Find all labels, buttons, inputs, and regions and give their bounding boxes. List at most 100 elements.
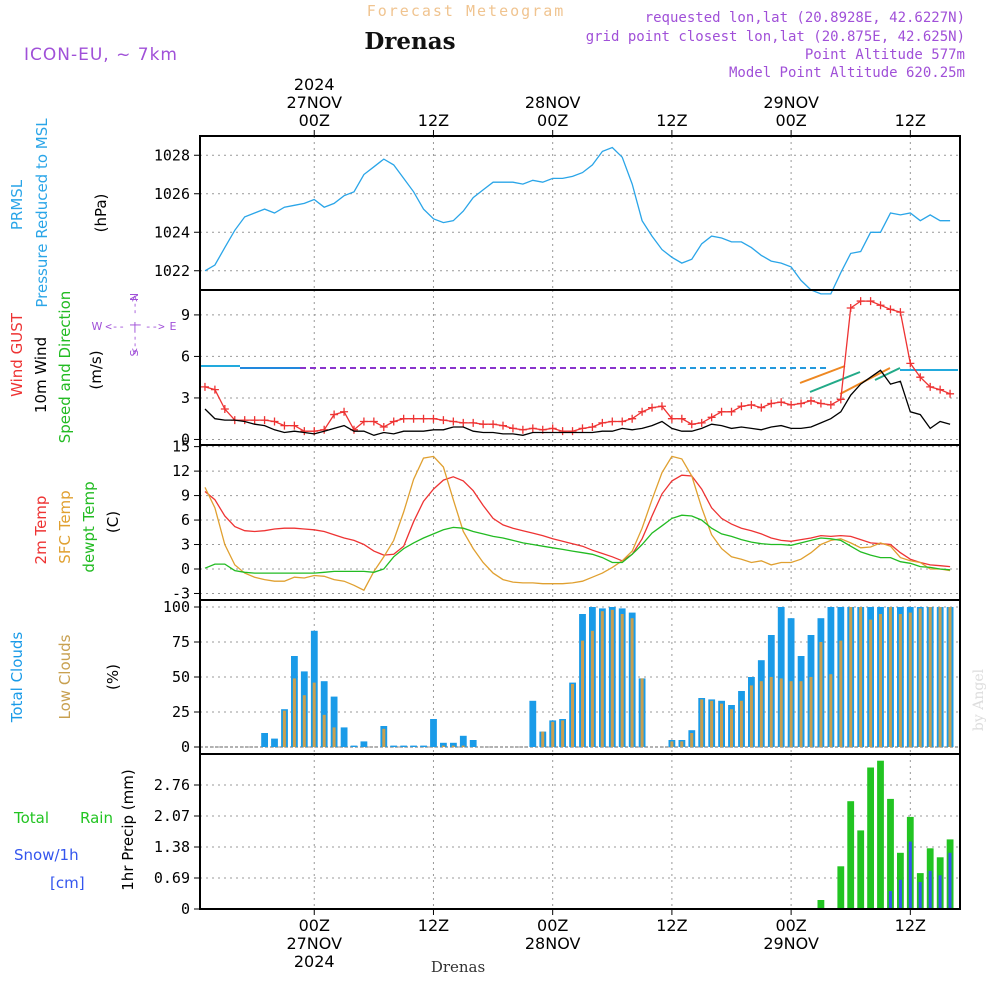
y-tick-label: 75 [172,633,190,651]
temp-label-2m: 2m Temp [32,496,50,565]
gust-marker [210,385,219,394]
precip-label-total: Total [13,809,49,827]
temp-label-dewpt: dewpt Temp [80,481,98,572]
clouds-bar [938,607,942,747]
clouds-bar [271,738,278,747]
gust-marker [787,400,796,409]
bottom-time-label: 28NOV [525,934,581,953]
gust-marker [876,301,885,310]
temperature-yticks: -3 0 3 6 9 12 15 [172,438,200,602]
wind-arrow [799,365,846,384]
gust-marker [200,382,209,391]
wind-arrow [874,367,901,381]
compass-s: S [128,349,141,356]
wind-label-gust: Wind GUST [8,312,26,397]
clouds-bar [640,678,644,747]
gust-marker [459,418,468,427]
gust-marker [747,400,756,409]
clouds-bar [451,745,455,747]
clouds-bar [590,630,594,747]
closest-coords: grid point closest lon,lat (20.875E, 42.… [586,29,965,45]
bottom-time-label: 00Z [537,916,568,935]
requested-coords: requested lon,lat (20.8928E, 42.6227N) [645,10,965,26]
gust-marker [826,400,835,409]
pressure-label-unit: (hPa) [92,194,110,233]
gust-marker [340,407,349,416]
clouds-bar [561,720,565,747]
clouds-bar [620,614,624,747]
clouds-bar [441,745,445,747]
clouds-bar [839,640,843,747]
y-tick-label: 1028 [154,146,190,164]
precip-bar [857,830,865,909]
clouds-bar [261,733,268,747]
gust-marker [389,417,398,426]
gust-marker [479,420,488,429]
precip-label-snow: Snow/1h [14,846,79,864]
gust-marker [648,403,657,412]
clouds-bar [809,677,813,747]
wind-label-dir: Speed and Direction [56,291,74,444]
clouds-bar [400,745,408,747]
gust-marker [856,297,865,306]
gust-marker [588,423,597,432]
gust-marker [846,303,855,312]
y-tick-label: 2.76 [154,776,190,794]
precip-yticks: 0 0.69 1.38 2.07 2.76 [154,776,200,918]
precip-bar [948,852,952,909]
gust-marker [260,416,269,425]
bottom-time-label: 12Z [656,916,687,935]
gust-marker [717,407,726,416]
precip-label-cm: [cm] [50,874,85,892]
top-time-label: 00Z [537,111,568,130]
y-tick-label: 3 [181,389,190,407]
gust-marker [638,407,647,416]
model-altitude: Model Point Altitude 620.25m [729,65,965,81]
gust-marker [548,424,557,433]
gust-marker [369,417,378,426]
clouds-bar [410,745,417,747]
clouds-bar [908,612,912,747]
clouds-bar [330,696,338,747]
clouds-bar [749,685,753,747]
gust-marker [767,399,776,408]
clouds-bar [469,740,477,747]
precip-frame [199,753,961,910]
gust-marker [707,413,716,422]
precip-label-unit: 1hr Precip (mm) [119,769,137,890]
series-line [204,369,951,436]
model-label: ICON-EU, ~ 7km [24,45,178,65]
gust-marker [489,420,498,429]
gust-marker [628,414,637,423]
clouds-bar [948,607,952,747]
clouds-bar [859,607,863,747]
gust-marker [806,396,815,405]
gust-marker [916,373,925,382]
y-tick-label: 100 [163,598,190,616]
pressure-yticks: 1022 1024 1026 1028 [154,146,200,280]
clouds-bar [302,695,306,747]
gust-marker [657,402,666,411]
bottom-time-label: 12Z [895,916,926,935]
y-tick-label: 9 [181,487,190,505]
precip-bar [888,891,892,909]
cloud-label-total: Total Clouds [8,632,26,724]
clouds-bar [282,710,286,747]
gust-marker [618,417,627,426]
clouds-bar [888,607,892,747]
precip-grid [200,754,960,910]
top-time-label: 12Z [418,111,449,130]
gust-marker [568,427,577,436]
top-time-label: 2024 [294,75,335,94]
gust-marker [816,399,825,408]
gust-marker [240,416,249,425]
gust-marker [757,403,766,412]
gust-marker [528,424,537,433]
clouds-bar [610,609,614,747]
gust-marker [578,424,587,433]
precip-panel: 0 0.69 1.38 2.07 2.76 Total Rain Snow/1h [cm… [13,753,961,918]
gust-marker [409,414,418,423]
gust-marker [906,359,915,368]
